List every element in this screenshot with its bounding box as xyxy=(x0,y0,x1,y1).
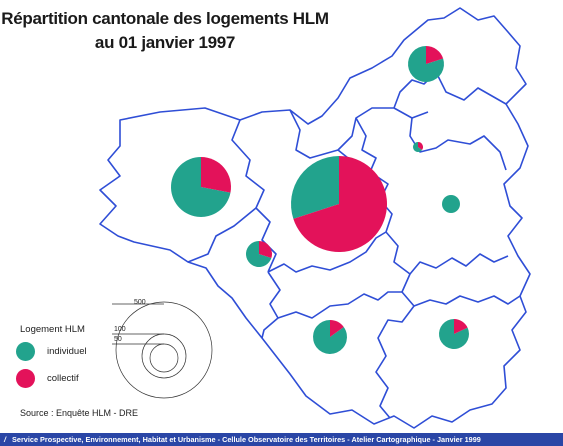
border-south-west xyxy=(261,271,281,339)
canton-south-east-slice-individuel xyxy=(439,319,470,350)
legend-label-collectif: collectif xyxy=(47,373,79,384)
scale-label-50: 50 xyxy=(114,336,122,343)
scale-circle-50 xyxy=(149,343,179,373)
canton-south-west-pie xyxy=(312,320,348,354)
scale-label-500: 500 xyxy=(134,299,146,306)
map-title-line2: au 01 janvier 1997 xyxy=(94,33,236,52)
legend-item-collectif: collectif xyxy=(16,369,79,388)
canton-south-east-slice-collectif xyxy=(454,319,468,334)
footer-text: Service Prospective, Environnement, Habi… xyxy=(12,435,481,444)
canton-small-west-pie xyxy=(245,241,273,267)
map-title: Répartition cantonale des logements HLM … xyxy=(0,7,330,55)
canton-north-pie xyxy=(408,46,444,82)
border-east-lower xyxy=(413,295,521,307)
legend-item-individuel: individuel xyxy=(16,342,87,361)
canton-south-west-slice-collectif xyxy=(330,320,344,337)
canton-south-east-pie xyxy=(439,319,470,350)
canton-small-east-slice-collectif xyxy=(418,142,423,150)
canton-small-west-slice-collectif xyxy=(259,241,273,259)
scale-circle-500 xyxy=(115,301,213,399)
scale-label-100: 100 xyxy=(114,326,126,333)
border-east-south xyxy=(385,231,509,275)
canton-central-slice-individuel xyxy=(291,156,339,219)
legend-label-individuel: individuel xyxy=(47,346,87,357)
map-title-line1: Répartition cantonale des logements HLM xyxy=(1,9,329,28)
canton-east-pie xyxy=(442,195,460,213)
legend-title: Logement HLM xyxy=(20,324,85,335)
border-south-center xyxy=(277,291,402,319)
canton-west-pie xyxy=(171,157,231,218)
footer-mark-icon: / xyxy=(4,435,7,444)
footer-bar: / Service Prospective, Environnement, Hab… xyxy=(0,433,563,446)
legend-swatch-individuel xyxy=(16,342,35,361)
border-central-south xyxy=(267,231,387,273)
source-note: Source : Enquête HLM - DRE xyxy=(20,408,139,418)
border-central-north xyxy=(289,107,429,159)
canton-north-slice-collectif xyxy=(426,46,444,64)
legend-swatch-collectif xyxy=(16,369,35,388)
border-north-east xyxy=(393,71,507,109)
canton-east-slice-individuel xyxy=(442,195,460,213)
pie-charts xyxy=(171,46,470,354)
canton-west-slice-collectif xyxy=(201,157,231,193)
canton-west-slice-individuel xyxy=(171,157,231,218)
scale-circles xyxy=(112,301,213,399)
canton-north-slice-individuel xyxy=(408,46,444,82)
border-south-mid xyxy=(375,273,415,419)
canton-small-east-pie xyxy=(412,142,423,152)
border-west-south xyxy=(187,207,257,263)
canton-central-slice-collectif xyxy=(293,156,387,252)
border-east-inner xyxy=(409,117,507,171)
canton-small-east-slice-individuel xyxy=(412,142,423,152)
canton-small-west-slice-individuel xyxy=(245,241,272,267)
canton-central-pie xyxy=(291,156,387,252)
scale-circle-100 xyxy=(141,333,187,379)
